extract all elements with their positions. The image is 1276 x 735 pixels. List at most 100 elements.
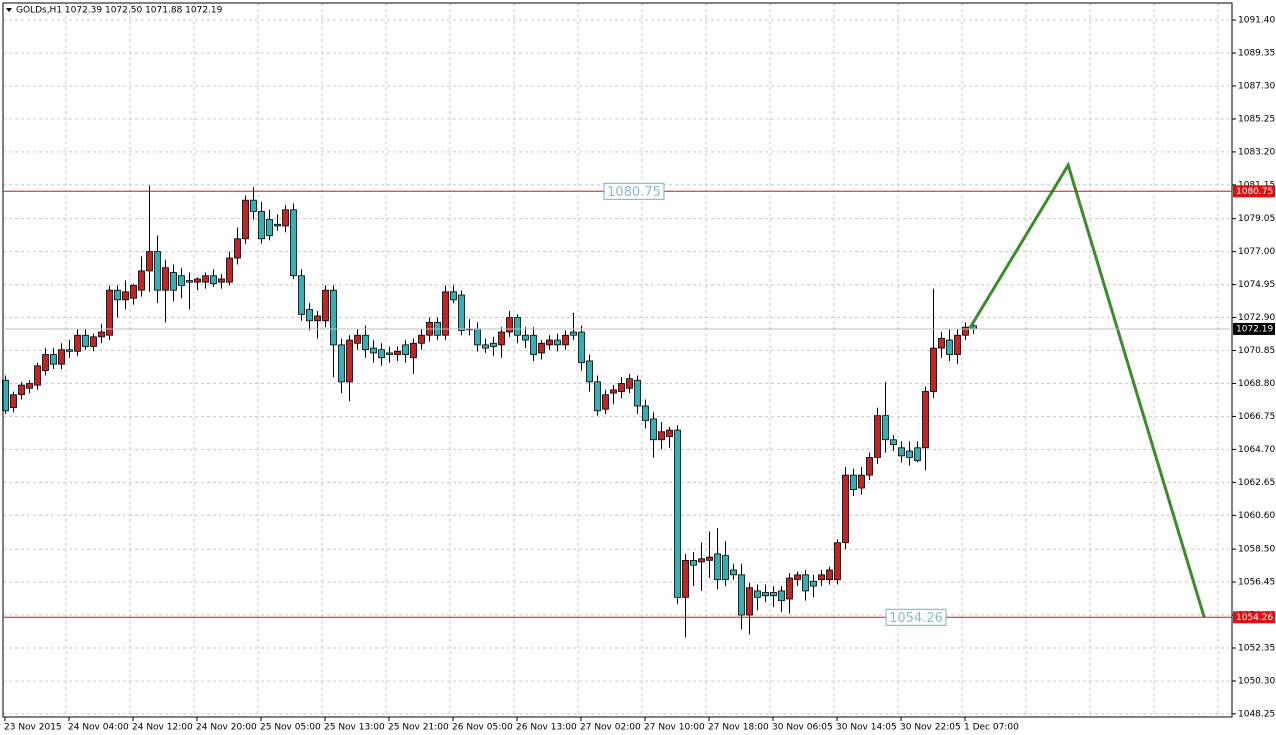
candle-body xyxy=(850,474,857,491)
candle-body xyxy=(594,381,601,412)
candle-body xyxy=(226,257,233,283)
forecast-line xyxy=(968,161,1206,618)
x-tick-label: 24 Nov 04:00 xyxy=(68,723,129,733)
candle-body xyxy=(938,338,945,349)
candle-body xyxy=(330,289,337,346)
candle-body xyxy=(106,289,113,336)
x-tick-label: 25 Nov 13:00 xyxy=(324,723,385,733)
candle-body xyxy=(666,429,673,437)
candle-body xyxy=(498,331,505,346)
candle-body xyxy=(34,365,41,386)
candle-body xyxy=(802,574,809,592)
y-tick-label: 1087.30 xyxy=(1238,81,1275,91)
y-tick-label: 1083.20 xyxy=(1238,147,1275,157)
marks-layer xyxy=(2,161,1206,638)
candle-body xyxy=(762,592,769,597)
candle-body xyxy=(722,555,729,581)
candle-body xyxy=(866,457,873,476)
candle-body xyxy=(914,447,921,462)
y-tick-label: 1074.95 xyxy=(1238,280,1275,290)
y-tick-label: 1091.40 xyxy=(1238,16,1275,26)
candle-body xyxy=(354,334,361,344)
candle-body xyxy=(682,559,689,598)
candle-body xyxy=(74,334,81,352)
candle-body xyxy=(754,590,761,598)
candle-body xyxy=(674,429,681,598)
candle-body xyxy=(18,384,25,396)
x-tick-label: 26 Nov 13:00 xyxy=(516,723,577,733)
candle-body xyxy=(266,219,273,236)
x-tick-label: 30 Nov 22:05 xyxy=(900,723,961,733)
candle-body xyxy=(386,352,393,355)
candle-body xyxy=(826,569,833,581)
candle-body xyxy=(146,251,153,272)
candle-body xyxy=(906,450,913,458)
candle-body xyxy=(42,354,49,372)
candle-body xyxy=(186,280,193,283)
candle-body xyxy=(250,199,257,212)
x-tick-label: 30 Nov 14:05 xyxy=(836,723,897,733)
candle-body xyxy=(194,278,201,283)
candle-body xyxy=(90,336,97,347)
axis-price-box xyxy=(1233,322,1275,335)
y-tick-label: 1079.05 xyxy=(1238,214,1275,224)
candle-body xyxy=(298,275,305,315)
candle-body xyxy=(610,389,617,394)
candle-body xyxy=(490,342,497,347)
candle-body xyxy=(570,331,577,336)
candle-body xyxy=(338,344,345,383)
candle-body xyxy=(274,223,281,227)
candle-body xyxy=(842,474,849,544)
x-tick-label: 27 Nov 18:00 xyxy=(708,723,769,733)
candle-body xyxy=(282,209,289,227)
y-tick-label: 1056.45 xyxy=(1238,578,1275,588)
y-tick-label: 1048.25 xyxy=(1238,709,1275,719)
candle-body xyxy=(946,339,953,355)
x-tick-label: 25 Nov 05:00 xyxy=(260,723,321,733)
y-tick-label: 1058.50 xyxy=(1238,545,1275,555)
candle-body xyxy=(154,251,161,291)
candle-body xyxy=(962,326,969,336)
candle-body xyxy=(810,580,817,587)
candle-body xyxy=(578,331,585,363)
candle-body xyxy=(210,275,217,285)
candle-body xyxy=(818,574,825,581)
candle-body xyxy=(474,328,481,346)
x-tick-label: 24 Nov 12:00 xyxy=(132,723,193,733)
candle-body xyxy=(706,556,713,561)
y-tick-label: 1050.30 xyxy=(1238,676,1275,686)
candle-body xyxy=(370,347,377,354)
axis-price-label: 1072.19 xyxy=(1236,324,1273,334)
candle-body xyxy=(746,587,753,616)
x-tick-label: 23 Nov 2015 xyxy=(4,723,62,733)
candle-body xyxy=(786,577,793,600)
candle-body xyxy=(290,209,297,277)
candle-body xyxy=(170,272,177,291)
y-tick-label: 1064.70 xyxy=(1238,445,1275,455)
axis-level-box xyxy=(1233,185,1275,198)
candle-body xyxy=(322,289,329,322)
candle-body xyxy=(922,391,929,449)
candle-body xyxy=(202,275,209,283)
y-tick-label: 1068.80 xyxy=(1238,379,1275,389)
candle-body xyxy=(602,394,609,410)
level-label-box xyxy=(885,608,947,626)
candle-body xyxy=(546,339,553,346)
candle-body xyxy=(650,418,657,441)
candle-body xyxy=(954,334,961,355)
candle-body xyxy=(258,211,265,240)
y-tick-label: 1060.60 xyxy=(1238,511,1275,521)
candle-body xyxy=(730,569,737,576)
candle-body xyxy=(10,394,17,409)
candle-body xyxy=(514,317,521,336)
candle-body xyxy=(130,284,137,299)
candle-body xyxy=(586,360,593,383)
candle-body xyxy=(554,339,561,346)
candle-body xyxy=(242,199,249,240)
level-label: 1054.26 xyxy=(889,611,943,626)
y-tick-label: 1085.25 xyxy=(1238,114,1275,124)
candle-body xyxy=(82,334,89,347)
candle-body xyxy=(778,590,785,601)
